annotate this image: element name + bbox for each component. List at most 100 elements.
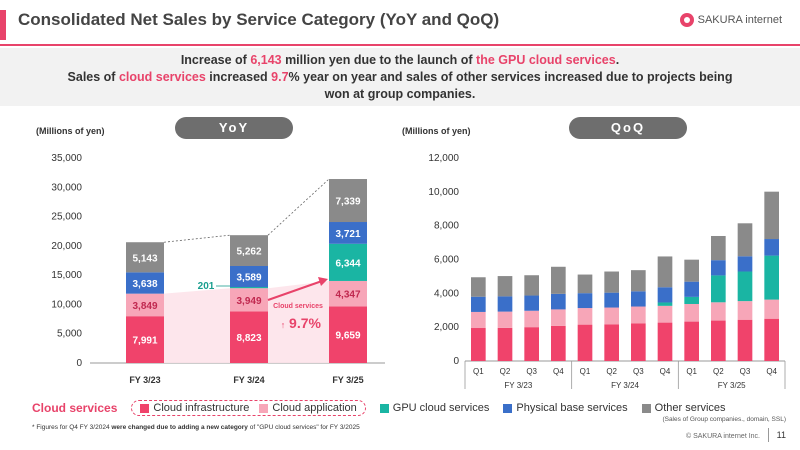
y-tick-label: 10,000 [51,299,82,310]
footnote-bold: were changed due to adding a new categor… [111,424,248,431]
qoq-label: QoQ [569,117,687,139]
x-tick-label: Q2 [606,367,617,376]
bar-segment [657,322,673,361]
bar-value-label: 7,991 [132,336,157,347]
x-tick-label: Q2 [713,367,724,376]
legend-label: Cloud application [272,402,357,414]
summary-banner: Increase of 6,143 million yen due to the… [0,48,800,106]
bar-segment [551,266,566,294]
y-tick-label: 6,000 [434,255,459,266]
growth-arrow-glyph: ↑ [281,320,286,330]
x-tick-label: Q3 [633,367,644,376]
growth-arrow-head [318,277,328,286]
bar-segment [711,320,726,361]
bar-segment [524,295,539,311]
bar-segment [471,277,486,297]
x-tick-label: Q1 [580,367,591,376]
legend-label: GPU cloud services [392,402,490,414]
banner-text: million yen due to the launch of [281,53,477,67]
cloud-services-band [268,280,329,363]
banner-highlight: 9.7 [271,70,289,84]
banner-text: % year on year and sales of other servic… [288,70,733,84]
qoq-chart: 0 2,000 4,000 6,000 8,000 10,000 12,000 Q1 Q2 Q3 Q… [428,153,786,390]
legend-swatch [379,403,389,413]
bar-segment [711,275,726,303]
bar-segment [657,305,673,323]
bar-segment [577,274,593,294]
bar-value-label: 7,339 [335,197,360,208]
bar-segment [497,311,513,328]
bar-segment [230,288,268,312]
page-number: 11 [767,428,786,442]
x-tick-label: Q4 [553,367,564,376]
legend-item-physical-base: Physical base services [503,402,628,414]
bar-segment [604,324,619,361]
bar-segment [230,265,268,288]
cloud-services-annotation: Cloud services [273,303,323,310]
x-tick-label: Q1 [686,367,697,376]
bar-segment [497,327,513,361]
footnote-text: of "GPU cloud services" for FY 3/2025 [247,424,360,431]
legend-item-gpu-cloud: GPU cloud services [379,402,490,414]
company-logo: SAKURA internet [679,13,782,27]
bar-segment [657,256,673,288]
bar-segment [631,270,646,292]
banner-highlight: cloud services [118,70,206,84]
bar-segment [737,319,753,361]
bar-segment [604,271,619,293]
legend-label: Other services [654,402,726,414]
bar-value-label: 4,347 [335,290,360,301]
bar-segment [497,296,513,312]
bar-segment [764,191,779,240]
y-tick-label: 25,000 [51,212,82,223]
bar-segment [126,242,164,273]
bar-segment [471,328,486,361]
legend-item-cloud-application: Cloud application [259,402,357,414]
bar-segment [329,179,367,223]
y-tick-label: 2,000 [434,322,459,333]
bar-segment [577,293,593,309]
right-unit-label: (Millions of yen) [402,126,471,136]
y-tick-label: 15,000 [51,270,82,281]
bar-value-label: 8,823 [236,333,261,344]
bar-segment [684,259,699,282]
x-tick-label: FY 3/25 [332,375,363,385]
bar-value-label: 3,638 [132,279,157,290]
legend-item-other-services: Other services [641,402,726,414]
bar-segment [631,323,646,361]
banner-highlight: 6,143 [250,53,282,67]
bar-segment [604,292,619,308]
x-tick-label: Q3 [740,367,751,376]
banner-text: Increase of [180,53,251,67]
legend-cloud-services-title: Cloud services [32,401,118,415]
gpu-q4-label: 201 [198,281,215,292]
bar-segment [764,318,779,361]
bar-segment [684,296,699,304]
legend-swatch [140,403,150,413]
y-tick-label: 0 [76,358,82,369]
bar-segment [126,272,164,294]
bar-segment [657,287,673,303]
x-tick-label: FY 3/23 [129,375,160,385]
logo-text: SAKURA internet [697,14,782,26]
x-tick-label: Q4 [766,367,777,376]
bar-segment [524,275,539,296]
bar-value-label: 3,589 [236,273,261,284]
x-tick-label: Q4 [660,367,671,376]
bar-value-label: 3,949 [236,296,261,307]
title-accent-bar [0,10,6,40]
bar-segment [737,271,753,302]
bar-segment [737,301,753,320]
bar-segment [684,281,699,297]
bar-segment [684,321,699,361]
y-tick-label: 5,000 [57,329,82,340]
bar-segment [684,303,699,322]
sakura-logo-icon [679,13,694,27]
bar-segment [230,287,268,289]
group-label: FY 3/24 [611,381,639,390]
yoy-label: YoY [175,117,293,139]
legend-swatch [641,403,651,413]
bar-segment [577,308,593,325]
banner-line-2: Sales of cloud services increased 9.7% y… [0,69,800,86]
bar-segment [551,325,566,361]
